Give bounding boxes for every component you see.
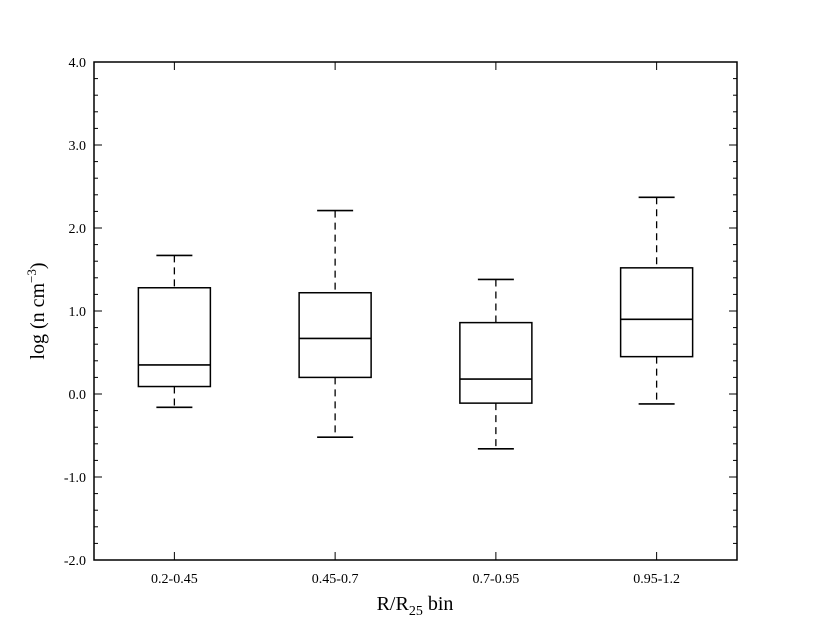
x-tick-label: 0.7-0.95 — [473, 572, 520, 587]
y-tick-label: 0.0 — [69, 388, 87, 403]
y-tick-label: -2.0 — [64, 554, 86, 569]
box-group — [137, 254, 212, 409]
box-group — [619, 196, 694, 405]
plot-frame — [93, 61, 738, 561]
y-tick-label: -1.0 — [64, 471, 86, 486]
box-iqr — [298, 291, 372, 379]
box-group — [459, 278, 533, 450]
box-group — [298, 209, 372, 438]
box-iqr — [459, 321, 533, 404]
y-axis-title: log (n cm−3) — [24, 262, 49, 359]
y-tick-label: 3.0 — [69, 139, 87, 154]
y-tick-label: 4.0 — [69, 56, 87, 71]
box-iqr — [619, 267, 694, 358]
y-tick-label: 2.0 — [69, 222, 87, 237]
y-tick-label: 1.0 — [69, 305, 87, 320]
x-axis-title: R/R25 bin — [377, 593, 454, 619]
box-iqr — [137, 287, 212, 388]
x-tick-label: 0.2-0.45 — [151, 572, 198, 587]
box-series — [137, 196, 694, 450]
x-tick-label: 0.45-0.7 — [312, 572, 359, 587]
x-tick-label: 0.95-1.2 — [633, 572, 680, 587]
tick-labels: -2.0 -1.0 0.0 1.0 2.0 3.0 4.0 0.2-0.45 0.45-0.7 0… — [64, 56, 680, 587]
